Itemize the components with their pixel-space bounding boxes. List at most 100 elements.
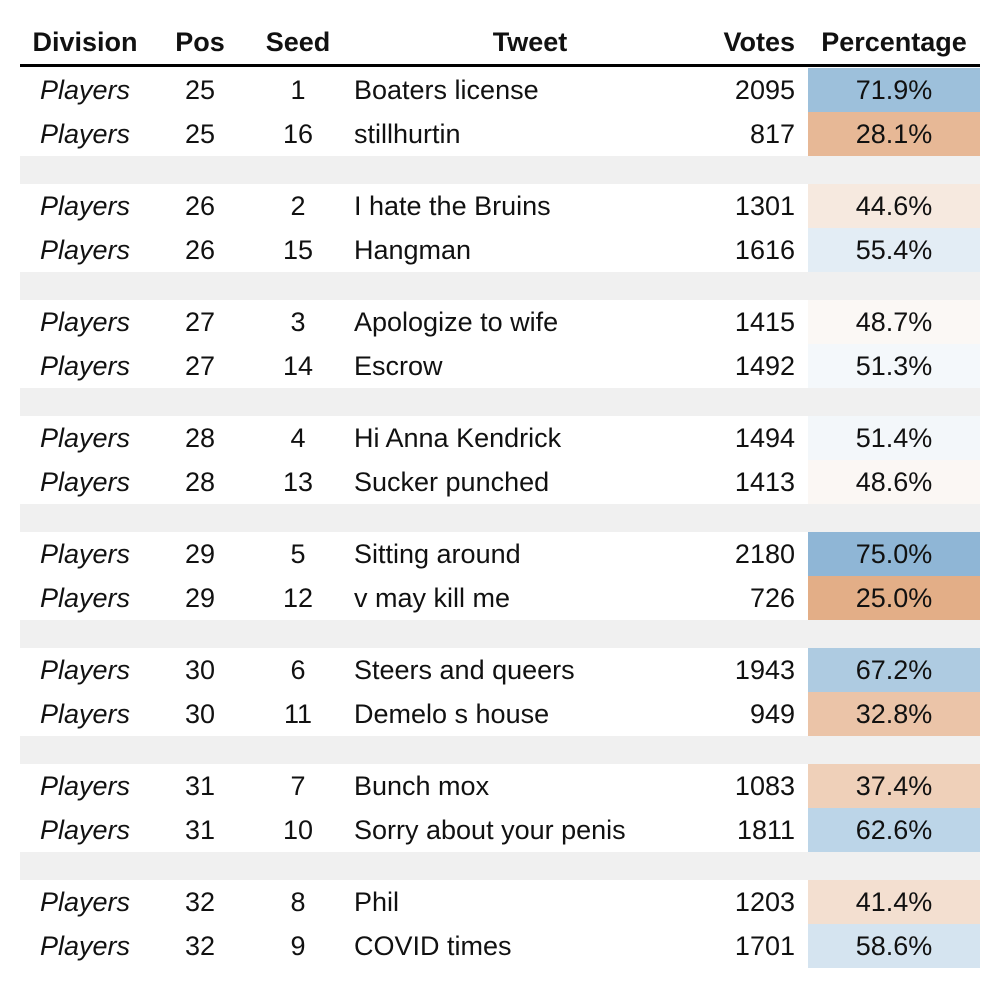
division-cell: Players	[39, 931, 131, 961]
seed-cell: 16	[282, 119, 314, 149]
tweet-cell: stillhurtin	[354, 119, 461, 149]
group-spacer	[20, 388, 980, 416]
percentage-cell: 58.6%	[808, 924, 980, 968]
votes-cell: 1494	[734, 423, 795, 453]
seed-cell: 1	[290, 75, 306, 105]
seed-cell: 7	[290, 771, 306, 801]
votes-cell: 2095	[734, 75, 795, 105]
tweet-cell: Hi Anna Kendrick	[354, 423, 562, 453]
division-cell: Players	[39, 771, 131, 801]
percentage-cell: 55.4%	[808, 228, 980, 272]
seed-cell: 5	[290, 539, 306, 569]
header-rule	[20, 64, 980, 67]
pos-cell: 27	[184, 307, 216, 337]
votes-cell: 1811	[736, 815, 795, 845]
tweet-cell: Boaters license	[354, 75, 539, 105]
seed-cell: 9	[290, 931, 306, 961]
column-header: Percentage	[821, 27, 967, 57]
column-header: Pos	[175, 27, 225, 57]
tweet-cell: Hangman	[354, 235, 472, 265]
votes-cell: 726	[749, 583, 795, 613]
division-cell: Players	[39, 583, 131, 613]
votes-cell: 1203	[734, 887, 795, 917]
pos-cell: 25	[184, 119, 216, 149]
tweet-cell: Demelo s house	[354, 699, 550, 729]
division-cell: Players	[39, 887, 131, 917]
percentage-cell: 51.4%	[808, 416, 980, 460]
division-cell: Players	[39, 699, 131, 729]
tweet-cell: v may kill me	[354, 583, 511, 613]
seed-cell: 10	[282, 815, 314, 845]
column-header: Tweet	[492, 27, 568, 57]
seed-cell: 13	[282, 467, 314, 497]
column-header: Seed	[265, 27, 331, 57]
tweet-cell: I hate the Bruins	[354, 191, 551, 221]
percentage-cell: 48.7%	[808, 300, 980, 344]
pos-cell: 25	[184, 75, 216, 105]
seed-cell: 14	[282, 351, 314, 381]
division-cell: Players	[39, 307, 131, 337]
votes-cell: 1616	[734, 235, 795, 265]
pos-cell: 29	[184, 539, 216, 569]
division-cell: Players	[39, 351, 131, 381]
division-cell: Players	[39, 235, 131, 265]
seed-cell: 4	[290, 423, 306, 453]
pos-cell: 29	[184, 583, 216, 613]
votes-cell: 1415	[734, 307, 795, 337]
percentage-cell: 44.6%	[808, 184, 980, 228]
percentage-cell: 37.4%	[808, 764, 980, 808]
votes-cell: 1701	[734, 931, 795, 961]
division-cell: Players	[39, 539, 131, 569]
percentage-cell: 67.2%	[808, 648, 980, 692]
division-cell: Players	[39, 423, 131, 453]
tweet-cell: Steers and queers	[354, 655, 575, 685]
tweet-cell: Escrow	[354, 351, 443, 381]
seed-cell: 15	[282, 235, 314, 265]
group-spacer	[20, 736, 980, 764]
pos-cell: 32	[184, 887, 216, 917]
seed-cell: 8	[290, 887, 306, 917]
pos-cell: 30	[184, 699, 216, 729]
group-spacer	[20, 156, 980, 184]
tweet-cell: Sitting around	[354, 539, 521, 569]
seed-cell: 3	[290, 307, 306, 337]
column-header: Division	[32, 27, 138, 57]
division-cell: Players	[39, 815, 131, 845]
division-cell: Players	[39, 191, 131, 221]
division-cell: Players	[39, 467, 131, 497]
percentage-cell: 75.0%	[808, 532, 980, 576]
percentage-cell: 28.1%	[808, 112, 980, 156]
pos-cell: 28	[184, 467, 216, 497]
division-cell: Players	[39, 75, 131, 105]
group-spacer	[20, 852, 980, 880]
votes-cell: 817	[749, 119, 795, 149]
tweet-cell: Phil	[354, 887, 400, 917]
percentage-cell: 41.4%	[808, 880, 980, 924]
tweet-cell: Sucker punched	[354, 467, 550, 497]
tweet-cell: Sorry about your penis	[354, 815, 626, 845]
pos-cell: 27	[184, 351, 216, 381]
seed-cell: 2	[290, 191, 306, 221]
tweet-cell: Bunch mox	[354, 771, 490, 801]
pos-cell: 30	[184, 655, 216, 685]
group-spacer	[20, 504, 980, 532]
percentage-cell: 62.6%	[808, 808, 980, 852]
group-spacer	[20, 272, 980, 300]
pos-cell: 28	[184, 423, 216, 453]
votes-cell: 2180	[734, 539, 795, 569]
pos-cell: 26	[184, 191, 216, 221]
percentage-cell: 32.8%	[808, 692, 980, 736]
seed-cell: 6	[290, 655, 306, 685]
votes-cell: 1083	[734, 771, 795, 801]
votes-cell: 1943	[734, 655, 795, 685]
group-spacer	[20, 620, 980, 648]
votes-cell: 949	[749, 699, 795, 729]
tweet-cell: Apologize to wife	[354, 307, 559, 337]
pos-cell: 31	[184, 815, 216, 845]
percentage-cell: 51.3%	[808, 344, 980, 388]
tweet-cell: COVID times	[354, 931, 512, 961]
votes-cell: 1492	[734, 351, 795, 381]
division-cell: Players	[39, 119, 131, 149]
votes-cell: 1413	[734, 467, 795, 497]
